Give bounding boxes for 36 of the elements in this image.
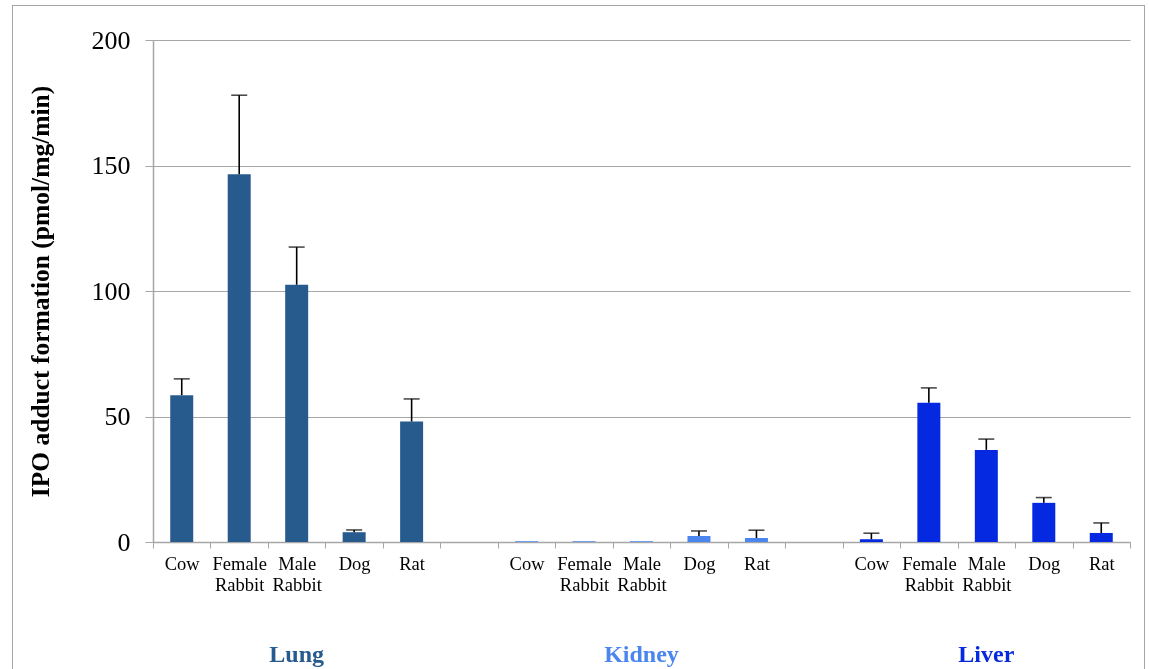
x-tick-label: Cow <box>164 553 201 574</box>
x-tick-label: Rat <box>744 553 771 574</box>
y-tick-label: 150 <box>91 151 131 180</box>
x-tick-label: Female Rabbit <box>902 553 957 595</box>
x-tick-label: Male Rabbit <box>617 553 668 595</box>
x-tick-label: Male Rabbit <box>272 553 323 595</box>
y-tick-label: 100 <box>91 276 131 306</box>
x-tick-label: Cow <box>854 553 890 574</box>
x-tick-label: Rat <box>1088 553 1116 574</box>
text: Kidney <box>604 641 679 667</box>
y-tick-label: 0 <box>117 527 131 557</box>
bar <box>170 395 194 542</box>
x-tick-label: Female Rabbit <box>557 553 612 595</box>
text: Lung <box>269 641 325 667</box>
bar <box>342 532 366 542</box>
bar <box>1089 532 1113 542</box>
y-tick-label: 50 <box>104 402 131 431</box>
bar <box>917 402 941 542</box>
bar <box>974 449 998 542</box>
text: Liver <box>958 641 1015 667</box>
y-tick-label: 200 <box>91 25 131 55</box>
x-tick-label: Male Rabbit <box>962 553 1013 595</box>
bar <box>744 537 768 542</box>
x-tick-label: Rat <box>399 553 426 574</box>
bar <box>687 535 711 542</box>
bar <box>227 174 251 542</box>
bar <box>285 284 309 542</box>
bar <box>400 421 424 542</box>
x-tick-label: Cow <box>509 553 546 574</box>
bar <box>1032 502 1056 542</box>
x-tick-label: Dog <box>683 553 716 574</box>
x-tick-label: Dog <box>338 553 371 574</box>
x-tick-label: Dog <box>1028 553 1061 574</box>
bar <box>859 539 883 542</box>
y-axis-title: IPO adduct formation (pmol/mg/min) <box>25 85 55 498</box>
x-tick-label: Female Rabbit <box>212 553 267 595</box>
